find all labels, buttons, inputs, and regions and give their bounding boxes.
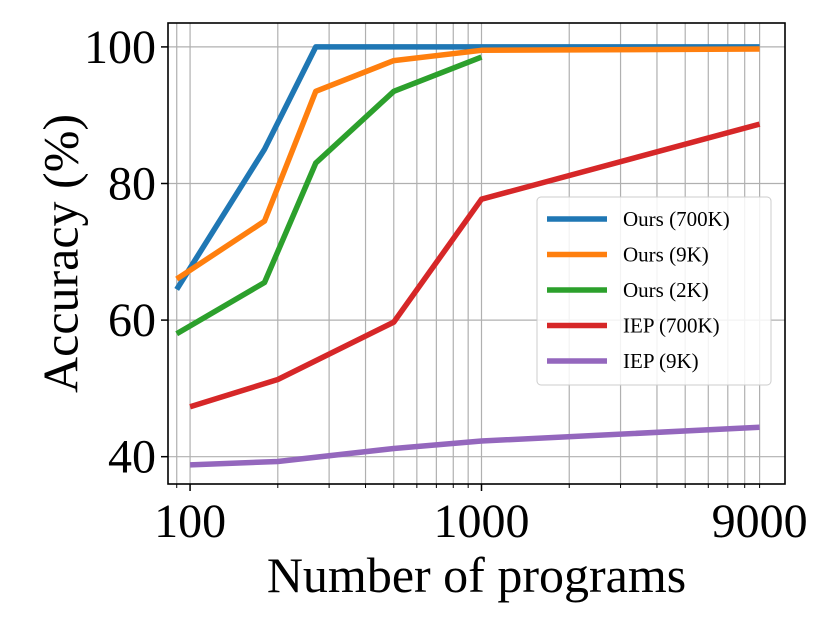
series-line-4 — [189, 121, 761, 410]
series-line-3 — [175, 54, 483, 337]
legend-label: IEP (700K) — [623, 314, 720, 338]
plot-frame — [167, 22, 786, 485]
series-line-2 — [175, 46, 760, 282]
series-line-1 — [174, 44, 760, 291]
x-axis-label: Number of programs — [267, 547, 686, 603]
y-tick-label: 100 — [84, 21, 156, 74]
x-tick-label: 9000 — [712, 495, 808, 548]
y-tick-label: 40 — [108, 431, 156, 484]
y-axis-ticks: 40 60 80 100 — [84, 21, 168, 484]
x-tick-label: 100 — [154, 495, 226, 548]
legend-label: Ours (2K) — [623, 278, 709, 302]
legend-label: Ours (9K) — [623, 243, 709, 267]
y-axis-label: Accuracy (%) — [33, 114, 89, 393]
legend: Ours (700K) Ours (9K) Ours (2K) IEP (700K) I… — [536, 196, 772, 386]
y-tick-label: 80 — [108, 157, 156, 210]
legend-label: Ours (700K) — [623, 207, 730, 231]
legend-box — [536, 196, 772, 386]
series-lines — [174, 44, 761, 468]
series-line-5 — [189, 424, 760, 468]
x-tick-label: 1000 — [434, 495, 530, 548]
x-axis-ticks: 100 1000 9000 — [154, 484, 808, 548]
legend-label: IEP (9K) — [623, 349, 699, 373]
y-tick-label: 60 — [108, 294, 156, 347]
